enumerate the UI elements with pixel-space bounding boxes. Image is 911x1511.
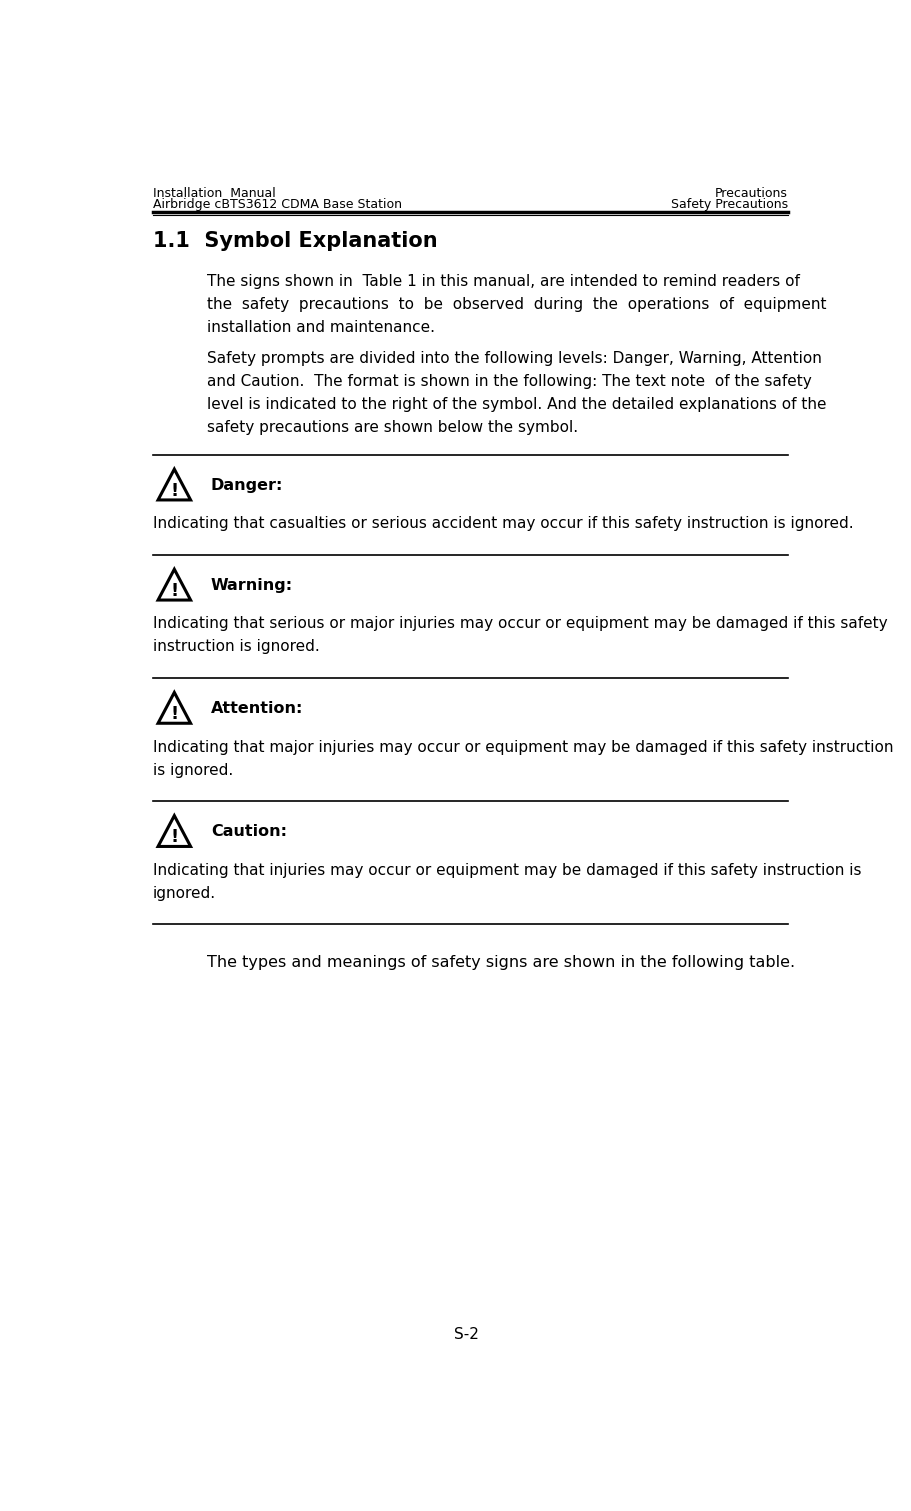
Text: The types and meanings of safety signs are shown in the following table.: The types and meanings of safety signs a… bbox=[207, 955, 795, 970]
Text: is ignored.: is ignored. bbox=[153, 763, 233, 778]
Text: 1.1  Symbol Explanation: 1.1 Symbol Explanation bbox=[153, 231, 437, 251]
Text: level is indicated to the right of the symbol. And the detailed explanations of : level is indicated to the right of the s… bbox=[207, 397, 826, 413]
Text: Attention:: Attention: bbox=[210, 701, 303, 716]
Text: Indicating that major injuries may occur or equipment may be damaged if this saf: Indicating that major injuries may occur… bbox=[153, 739, 893, 754]
Text: Indicating that casualties or serious accident may occur if this safety instruct: Indicating that casualties or serious ac… bbox=[153, 517, 854, 532]
Text: safety precautions are shown below the symbol.: safety precautions are shown below the s… bbox=[207, 420, 578, 435]
Text: Caution:: Caution: bbox=[210, 825, 287, 839]
Text: Danger:: Danger: bbox=[210, 477, 283, 493]
Text: installation and maintenance.: installation and maintenance. bbox=[207, 320, 435, 335]
Text: Safety Precautions: Safety Precautions bbox=[671, 198, 788, 212]
Text: the  safety  precautions  to  be  observed  during  the  operations  of  equipme: the safety precautions to be observed du… bbox=[207, 296, 826, 311]
Text: Installation  Manual: Installation Manual bbox=[153, 187, 275, 201]
Text: Indicating that injuries may occur or equipment may be damaged if this safety in: Indicating that injuries may occur or eq… bbox=[153, 863, 861, 878]
Text: Indicating that serious or major injuries may occur or equipment may be damaged : Indicating that serious or major injurie… bbox=[153, 616, 887, 632]
Text: instruction is ignored.: instruction is ignored. bbox=[153, 639, 320, 654]
Text: !: ! bbox=[170, 582, 179, 600]
Text: The signs shown in  Table 1 in this manual, are intended to remind readers of: The signs shown in Table 1 in this manua… bbox=[207, 273, 800, 289]
Text: Airbridge cBTS3612 CDMA Base Station: Airbridge cBTS3612 CDMA Base Station bbox=[153, 198, 402, 212]
Text: ignored.: ignored. bbox=[153, 885, 216, 901]
Text: !: ! bbox=[170, 482, 179, 500]
Text: !: ! bbox=[170, 828, 179, 846]
Text: and Caution.  The format is shown in the following: The text note  of the safety: and Caution. The format is shown in the … bbox=[207, 373, 812, 388]
Text: Warning:: Warning: bbox=[210, 577, 292, 592]
Text: S-2: S-2 bbox=[454, 1327, 479, 1342]
Text: Safety prompts are divided into the following levels: Danger, Warning, Attention: Safety prompts are divided into the foll… bbox=[207, 351, 822, 366]
Text: !: ! bbox=[170, 706, 179, 722]
Text: Precautions: Precautions bbox=[715, 187, 788, 201]
